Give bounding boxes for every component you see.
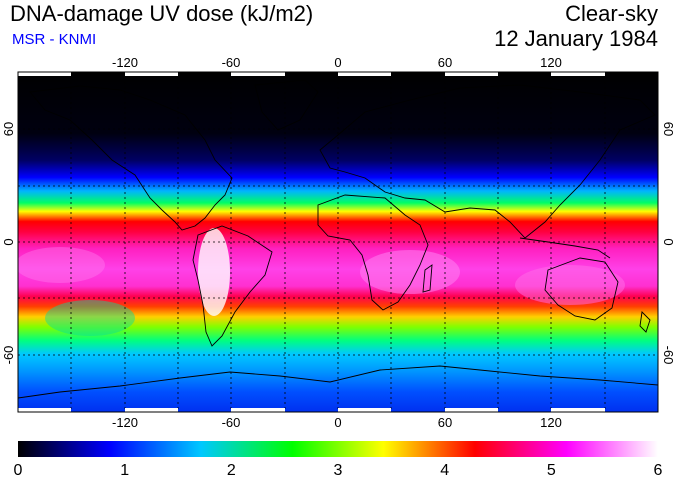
colorbar-tick-label: 2: [227, 462, 236, 479]
condition-label: Clear-sky: [565, 1, 658, 26]
pacific-high-uv: [18, 247, 105, 283]
lat-tick-right: -60: [661, 346, 676, 365]
source-label: MSR - KNMI: [12, 31, 97, 48]
coastlines: [18, 79, 658, 399]
south-america-coast: [192, 225, 273, 347]
lat-tick-left: 60: [1, 122, 16, 136]
colorbar-ticks: 0 1 2 3 4 5 6: [14, 462, 663, 479]
lon-tick-top: 120: [540, 55, 562, 70]
colorbar-tick-label: 4: [440, 462, 449, 479]
lat-tick-right: 0: [661, 238, 676, 245]
lon-tick-top: 0: [334, 55, 341, 70]
map-title: DNA-damage UV dose (kJ/m2): [10, 1, 314, 26]
lon-tick-bottom: -60: [222, 415, 241, 430]
lon-tick-top: 60: [438, 55, 452, 70]
lat-tick-left: 0: [1, 238, 16, 245]
lon-tick-bottom: -120: [112, 415, 138, 430]
africa-high-uv: [360, 250, 460, 294]
colorbar-tick-label: 6: [654, 462, 663, 479]
map-frame: [17, 71, 659, 413]
andes-high-uv: [198, 228, 230, 316]
madagascar-coast: [422, 264, 433, 293]
colorbar-tick-label: 0: [14, 462, 23, 479]
antarctica-coast: [18, 365, 658, 399]
colorbar-tick-label: 5: [547, 462, 556, 479]
colorbar-tick-label: 1: [120, 462, 129, 479]
lon-tick-top: -120: [112, 55, 138, 70]
greenland-coast: [254, 79, 319, 131]
date-label: 12 January 1984: [494, 26, 658, 51]
colorbar-tick-label: 3: [334, 462, 343, 479]
map-border-ticks: [18, 72, 605, 412]
pacific-cloud-pattern: [45, 300, 135, 336]
indonesia-coast: [519, 237, 611, 259]
australia-coast: [544, 257, 619, 321]
africa-coast: [317, 194, 429, 311]
new-zealand-coast: [639, 311, 651, 333]
lon-tick-bottom: 120: [540, 415, 562, 430]
graticule: [18, 72, 658, 412]
australia-high-uv: [515, 265, 625, 305]
lon-tick-bottom: 0: [334, 415, 341, 430]
lat-tick-right: 60: [661, 122, 676, 136]
lon-tick-bottom: 60: [438, 415, 452, 430]
eurasia-coast: [319, 84, 656, 239]
colorbar: [18, 441, 658, 457]
lon-tick-top: -60: [222, 55, 241, 70]
north-america-coast: [29, 85, 233, 231]
lat-tick-left: -60: [1, 346, 16, 365]
